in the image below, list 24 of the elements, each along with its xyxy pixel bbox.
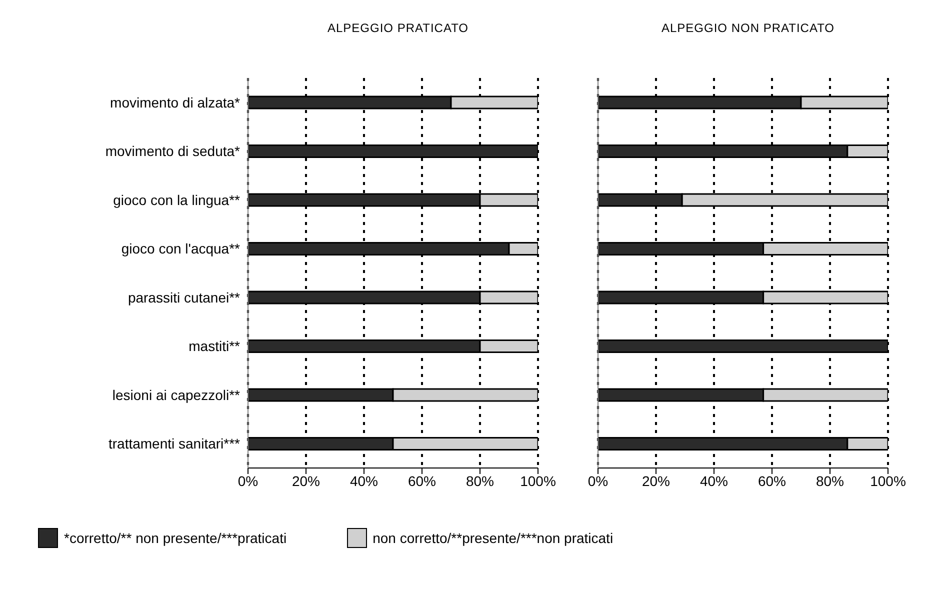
x-tick-label: 0%: [588, 472, 608, 489]
legend-label: non corretto/**presente/***non praticati: [372, 530, 614, 546]
legend-label: *corretto/** non presente/***praticati: [64, 530, 287, 546]
chart-title: ALPEGGIO PRATICATO: [326, 20, 470, 37]
y-tick-label: gioco con l'acqua**: [121, 240, 241, 257]
x-tick-label: 100%: [520, 472, 556, 489]
y-tick-label: gioco con la lingua**: [113, 192, 241, 208]
y-tick-label: movimento di seduta*: [105, 143, 241, 160]
x-tick-label: 100%: [870, 472, 906, 489]
y-tick-label: parassiti cutanei**: [128, 289, 241, 306]
x-tick-label: 40%: [350, 472, 378, 489]
y-tick-label: lesioni ai capezzoli**: [112, 386, 241, 403]
x-tick-label: 40%: [700, 472, 728, 489]
x-tick-label: 80%: [466, 472, 494, 489]
x-tick-label: 80%: [816, 472, 844, 489]
y-tick-label: mastiti**: [188, 338, 241, 354]
y-tick-label: movimento di alzata*: [110, 94, 241, 110]
x-tick-label: 20%: [642, 472, 670, 489]
x-tick-label: 60%: [758, 472, 786, 489]
x-tick-label: 60%: [408, 472, 436, 489]
x-tick-label: 0%: [238, 472, 258, 489]
chart-title: ALPEGGIO NON PRATICATO: [660, 20, 836, 37]
y-tick-label: trattamenti sanitari***: [108, 436, 241, 452]
x-tick-label: 20%: [292, 472, 320, 489]
